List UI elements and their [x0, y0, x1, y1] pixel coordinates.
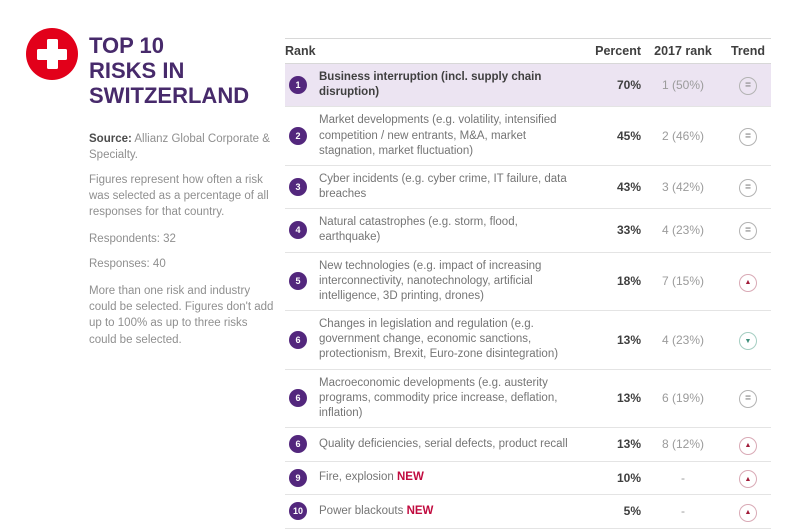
- trend-equal-icon: [739, 222, 757, 241]
- risk-text: Natural catastrophes (e.g. storm, flood,…: [319, 216, 518, 244]
- header-trend: Trend: [730, 44, 766, 58]
- risk-text: Cyber incidents (e.g. cyber crime, IT fa…: [319, 172, 567, 201]
- risk-text: Power blackouts: [319, 504, 404, 517]
- table-row: 6 Changes in legislation and regulation …: [285, 311, 771, 370]
- new-badge: NEW: [397, 471, 424, 484]
- table-row: 6 Quality deficiencies, serial defects, …: [285, 428, 771, 462]
- rank-badge: 1: [289, 76, 307, 95]
- table-row: 3 Cyber incidents (e.g. cyber crime, IT …: [285, 166, 771, 210]
- table-row: 2 Market developments (e.g. volatility, …: [285, 107, 771, 166]
- trend-equal-icon: [739, 128, 757, 147]
- page-title: TOP 10 RISKS IN SWITZERLAND: [89, 33, 276, 109]
- risk-text: Market developments (e.g. volatility, in…: [319, 114, 557, 157]
- header-2017-rank: 2017 rank: [654, 44, 712, 58]
- percent-value: 33%: [616, 223, 641, 238]
- table-row: 5 New technologies (e.g. impact of incre…: [285, 253, 771, 312]
- rank-badge: 6: [289, 389, 307, 408]
- risk-text: New technologies (e.g. impact of increas…: [319, 259, 542, 302]
- responses-count: Responses: 40: [89, 258, 166, 271]
- percent-value: 5%: [623, 504, 641, 519]
- percent-value: 13%: [616, 332, 641, 347]
- title-line-3: SWITZERLAND: [89, 82, 250, 108]
- methodology-note: More than one risk and industry could be…: [89, 285, 274, 346]
- risk-text: Business interruption (incl. supply chai…: [319, 71, 542, 99]
- risks-table: Rank Percent 2017 rank Trend 1 Business …: [285, 38, 771, 529]
- rank-badge: 10: [289, 502, 307, 521]
- source-label: Source:: [89, 132, 132, 145]
- source-note: Source: Allianz Global Corporate & Speci…: [89, 131, 276, 163]
- sidebar-content: TOP 10 RISKS IN SWITZERLAND Source: Alli…: [89, 28, 276, 359]
- rank-2017-value: 1 (50%): [661, 78, 705, 93]
- trend-down-icon: [739, 332, 757, 351]
- rank-2017-value: -: [681, 470, 685, 485]
- trend-up-icon: [739, 470, 757, 489]
- percent-value: 70%: [616, 78, 641, 93]
- rank-badge: 2: [289, 127, 307, 146]
- description-text: Figures represent how often a risk was s…: [89, 173, 269, 218]
- rank-2017-value: 6 (19%): [661, 391, 705, 406]
- header-percent: Percent: [595, 44, 641, 58]
- trend-up-icon: [739, 436, 757, 455]
- rank-2017-value: 7 (15%): [661, 274, 705, 289]
- risk-text: Fire, explosion: [319, 471, 394, 484]
- rank-badge: 3: [289, 178, 307, 197]
- table-row: 9 Fire, explosion NEW 10% -: [285, 462, 771, 496]
- risk-text: Macroeconomic developments (e.g. austeri…: [319, 376, 558, 419]
- trend-equal-icon: [739, 179, 757, 198]
- swiss-flag-icon: [26, 28, 78, 80]
- percent-value: 13%: [616, 437, 641, 452]
- table-header-row: Rank Percent 2017 rank Trend: [285, 38, 771, 64]
- rank-2017-value: 3 (42%): [661, 180, 705, 195]
- percent-value: 10%: [616, 470, 641, 485]
- rank-badge: 6: [289, 330, 307, 349]
- table-row: 6 Macroeconomic developments (e.g. auste…: [285, 370, 771, 429]
- rank-2017-value: 4 (23%): [661, 223, 705, 238]
- title-line-1: TOP 10: [89, 33, 165, 58]
- trend-up-icon: [739, 273, 757, 292]
- header-rank: Rank: [285, 44, 316, 58]
- flag-cross-horizontal: [37, 48, 67, 60]
- trend-equal-icon: [739, 77, 757, 96]
- table-row: 1 Business interruption (incl. supply ch…: [285, 64, 771, 108]
- table-row: 4 Natural catastrophes (e.g. storm, floo…: [285, 209, 771, 253]
- trend-equal-icon: [739, 390, 757, 409]
- infographic-canvas: TOP 10 RISKS IN SWITZERLAND Source: Alli…: [0, 0, 800, 482]
- rank-badge: 9: [289, 468, 307, 487]
- title-line-2: RISKS IN: [89, 57, 185, 83]
- percent-value: 43%: [616, 180, 641, 195]
- risk-text: Changes in legislation and regulation (e…: [319, 318, 559, 361]
- source-text: Allianz Global Corporate & Specialty.: [89, 132, 270, 161]
- table-row: 10 Power blackouts NEW 5% -: [285, 495, 771, 529]
- risk-text: Quality deficiencies, serial defects, pr…: [319, 437, 568, 450]
- percent-value: 18%: [616, 274, 641, 289]
- sidebar: TOP 10 RISKS IN SWITZERLAND Source: Alli…: [26, 28, 276, 359]
- rank-2017-value: -: [681, 504, 685, 519]
- percent-value: 45%: [616, 129, 641, 144]
- trend-up-icon: [739, 503, 757, 522]
- rank-badge: 5: [289, 272, 307, 291]
- respondents-count: Respondents: 32: [89, 233, 176, 246]
- rank-2017-value: 4 (23%): [661, 332, 705, 347]
- rank-badge: 4: [289, 221, 307, 240]
- rank-badge: 6: [289, 435, 307, 454]
- rank-2017-value: 2 (46%): [661, 129, 705, 144]
- percent-value: 13%: [616, 391, 641, 406]
- new-badge: NEW: [406, 504, 434, 517]
- rank-2017-value: 8 (12%): [661, 437, 705, 452]
